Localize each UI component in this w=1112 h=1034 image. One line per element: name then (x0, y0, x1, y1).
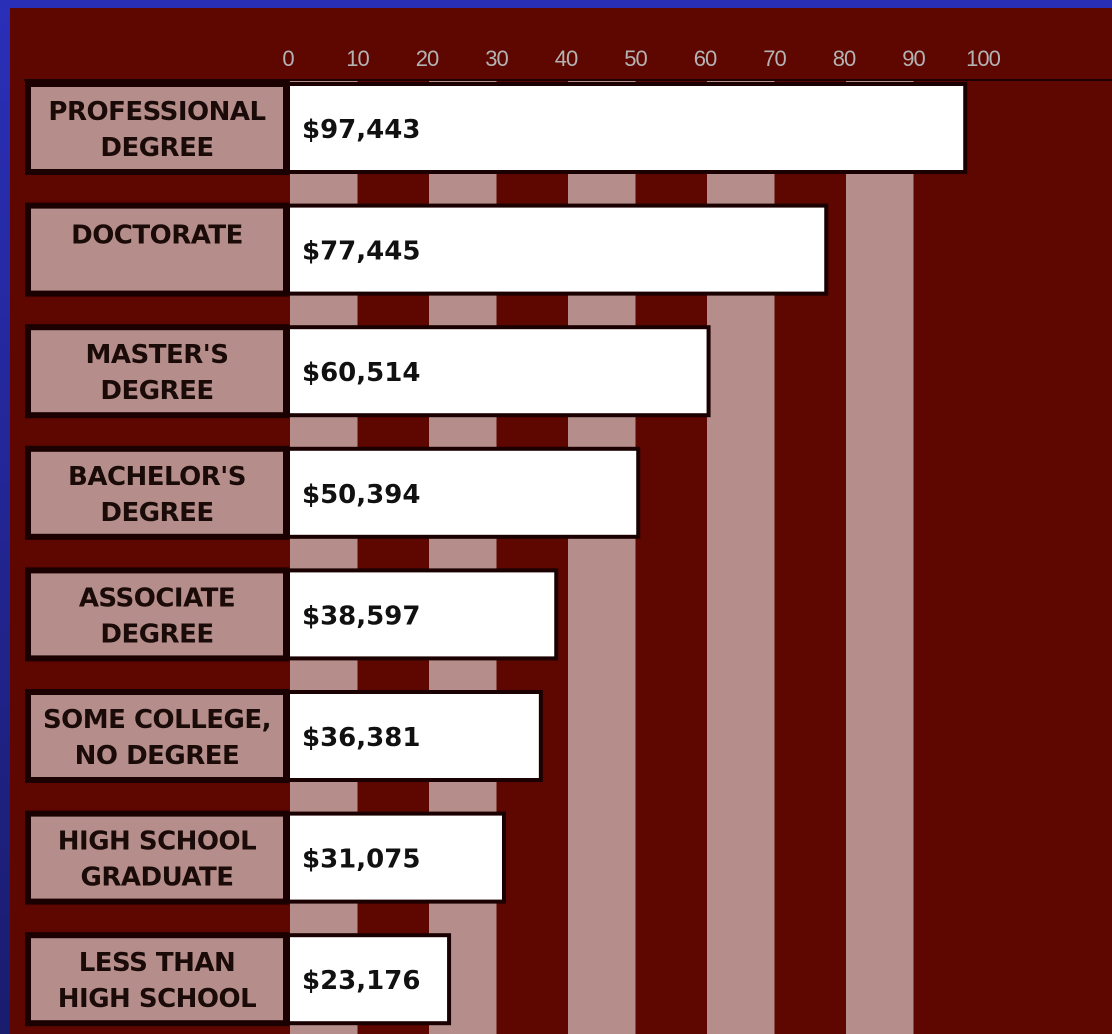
bar (286, 568, 559, 661)
value-label: $23,176 (302, 966, 420, 996)
category-label: PROFESSIONAL (48, 97, 265, 127)
category-label: DEGREE (100, 133, 213, 163)
category-label: DEGREE (100, 498, 213, 528)
x-tick-label: 90 (902, 46, 925, 71)
category-label-box (25, 689, 289, 783)
x-tick-label: 70 (763, 46, 786, 71)
bar (286, 325, 711, 418)
x-tick-label: 100 (966, 46, 1000, 71)
x-tick-label: 60 (694, 46, 717, 71)
x-tick-label: 10 (346, 46, 369, 71)
category-label-box (25, 567, 289, 662)
value-label: $77,445 (302, 237, 420, 267)
category-label: DEGREE (100, 376, 213, 406)
value-label: $50,394 (302, 480, 420, 510)
category-label: NO DEGREE (75, 741, 240, 771)
chart-frame: 0 10 20 30 40 50 60 70 80 90 100 PROFESSIONAL DEGREE… (10, 8, 1112, 1034)
x-tick-label: 80 (833, 46, 856, 71)
bar (286, 690, 543, 782)
category-label: ASSOCIATE (79, 583, 235, 613)
category-label: HIGH SCHOOL (58, 984, 256, 1014)
value-label: $36,381 (302, 723, 420, 753)
category-label: DOCTORATE (71, 221, 243, 251)
x-tick-label: 40 (555, 46, 578, 71)
value-label: $97,443 (302, 115, 420, 145)
category-label: MASTER'S (86, 340, 229, 370)
value-label: $60,514 (302, 358, 420, 388)
category-label-box (25, 324, 289, 419)
category-label-box (25, 810, 289, 905)
value-label: $31,075 (302, 845, 420, 875)
category-label: DEGREE (100, 619, 213, 649)
x-tick-label: 0 (282, 46, 294, 71)
category-label: GRADUATE (81, 863, 234, 893)
bar (286, 82, 968, 174)
bar (286, 933, 452, 1026)
value-label: $38,597 (302, 601, 420, 631)
bar (286, 811, 506, 904)
x-tick-label: 50 (624, 46, 647, 71)
x-tick-label: 30 (485, 46, 508, 71)
category-label: SOME COLLEGE, (43, 705, 271, 735)
category-label: HIGH SCHOOL (58, 827, 256, 857)
grid-band (846, 80, 914, 1034)
x-tick-label: 20 (416, 46, 439, 71)
bar (286, 203, 829, 296)
category-label: LESS THAN (79, 948, 236, 978)
category-label-box (25, 445, 289, 540)
bar (286, 446, 641, 539)
category-label: BACHELOR'S (68, 462, 246, 492)
earnings-bar-chart: 0 10 20 30 40 50 60 70 80 90 100 PROFESSIONAL DEGREE… (24, 46, 1112, 1034)
